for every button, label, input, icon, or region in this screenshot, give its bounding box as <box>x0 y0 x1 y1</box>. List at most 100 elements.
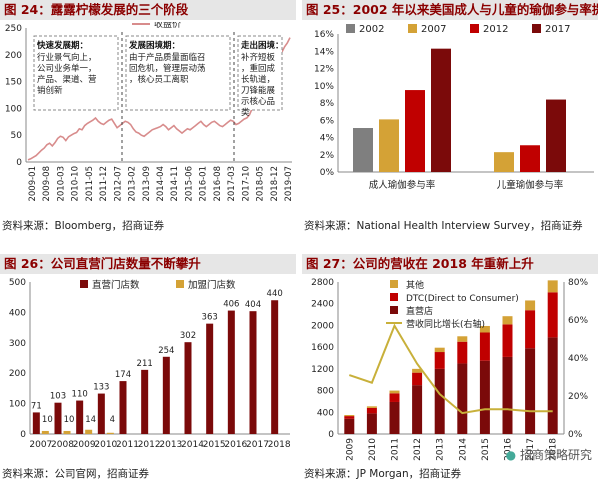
bar-direct-stores <box>227 310 235 434</box>
x-tick-label: 儿童瑜伽参与率 <box>497 179 564 191</box>
x-tick-label: 2013 <box>436 438 446 461</box>
y-tick-label: 1600 <box>311 343 334 353</box>
bar-segment-other <box>525 300 536 311</box>
bar-segment-other <box>479 325 490 333</box>
data-label: 440 <box>267 289 283 299</box>
wechat-icon: ● <box>505 448 517 462</box>
y-tick-label: 1200 <box>311 365 334 375</box>
data-label: 110 <box>72 390 88 400</box>
legend-swatch <box>390 293 398 301</box>
annotation-title: 快速发展期： <box>37 40 88 51</box>
x-tick-label: 2017-03 <box>227 166 237 202</box>
y-tick-label: 250 <box>5 24 22 34</box>
legend-label: 营收同比增长(右轴) <box>406 318 485 330</box>
bar-segment-dtc <box>502 324 513 357</box>
x-tick-label: 2016-01 <box>199 166 209 202</box>
y-tick-label: 400 <box>9 308 26 318</box>
x-tick-label: 2011 <box>391 438 401 461</box>
x-tick-label: 2009 <box>345 438 355 461</box>
panel-title: 图 27：公司的营收在 2018 年重新上升 <box>302 254 598 274</box>
y-tick-label: 500 <box>9 278 26 288</box>
annotation-line: 示核心品 <box>241 96 275 107</box>
x-tick-label: 2012-07 <box>113 166 123 202</box>
annotation-box <box>33 35 119 111</box>
bar-segment-other <box>412 368 423 373</box>
x-tick-label: 2016-08 <box>213 166 223 202</box>
annotation-line: 行业景气向上， <box>37 52 97 63</box>
y-tick-label: 4% <box>320 134 335 144</box>
x-tick-label: 2013-02 <box>128 166 138 202</box>
legend-swatch <box>408 24 417 33</box>
data-label: 406 <box>223 300 239 310</box>
y-tick-label: 0% <box>320 168 335 178</box>
chart-fig24: 0 50 100 150 200 250 2009-01 2009-08 2010-03 2010… <box>5 22 294 202</box>
bar-segment-dtc <box>525 310 536 349</box>
bar-direct-stores <box>32 412 40 434</box>
bar-segment-dtc <box>479 332 490 361</box>
annotation-title: 发展困境期： <box>128 40 180 51</box>
panel-source: 资料来源：Bloomberg，招商证券 <box>2 220 165 232</box>
x-tick-label: 2011 <box>116 440 139 450</box>
x-tick-label: 2018 <box>268 440 291 450</box>
bar-2017 <box>431 48 451 172</box>
bar-direct-stores <box>54 402 62 434</box>
y-tick-label: 0 <box>20 430 26 440</box>
panel-source: 资料来源：National Health Interview Survey，招商… <box>304 220 583 232</box>
x-tick-label: 2009-08 <box>42 166 52 202</box>
bar-segment-stores <box>366 413 377 434</box>
x-tick-label: 2013 <box>159 440 182 450</box>
data-label: 363 <box>202 313 218 323</box>
bar-segment-stores <box>502 356 513 434</box>
bar-direct-stores <box>206 323 214 434</box>
bar-segment-dtc <box>389 393 400 402</box>
x-tick-label: 2016 <box>224 440 247 450</box>
annotation-line: 长轨道， <box>241 74 275 85</box>
bar-direct-stores <box>76 400 84 434</box>
chart-fig27: 0 400 800 1200 1600 2000 2400 2800 0% 20% 40% 60% 80… <box>311 278 588 461</box>
bar-segment-dtc <box>547 292 558 338</box>
panel-title: 图 26：公司直营门店数量不断攀升 <box>0 254 296 274</box>
data-label: 254 <box>158 346 174 356</box>
x-tick-label: 2010 <box>94 440 117 450</box>
bar-direct-stores <box>271 300 279 434</box>
data-label: 4 <box>110 415 115 425</box>
y-tick-label: 8% <box>320 99 335 109</box>
bar-2012 <box>405 90 425 172</box>
x-tick-label: 2015 <box>203 440 226 450</box>
y-tick-label: 6% <box>320 116 335 126</box>
bar-direct-stores <box>119 381 127 434</box>
data-label: 10 <box>42 415 53 425</box>
panel-fig27: 图 27：公司的营收在 2018 年重新上升 0 400 800 1200 1600 20… <box>302 254 600 484</box>
chart-fig25: 0% 2% 4% 6% 8% 10% 12% 14% 16% 2002 2007 2012 2017 成人… <box>314 24 594 191</box>
bar-segment-dtc <box>366 407 377 414</box>
annotation-line: 销创新 <box>37 85 63 96</box>
legend-label: 直营门店数 <box>92 279 140 291</box>
legend-swatch <box>346 24 355 33</box>
x-tick-label: 2014-04 <box>156 166 166 202</box>
data-label: 103 <box>50 392 66 402</box>
bar-segment-stores <box>525 348 536 434</box>
annotation-line: 产品、渠道、营 <box>37 74 97 85</box>
panel-fig26: 图 26：公司直营门店数量不断攀升 0 100 200 300 400 500 直营门店数 加… <box>0 254 298 484</box>
x-tick-label: 2014-11 <box>170 166 180 202</box>
bar-2002 <box>353 128 373 172</box>
bar-2007 <box>379 119 399 172</box>
legend-label: 其他 <box>406 279 424 291</box>
bar-segment-other <box>547 280 558 293</box>
x-tick-label: 2018-12 <box>270 166 280 202</box>
bar-franchise-stores <box>41 430 49 434</box>
x-tick-label: 2018 <box>549 438 559 461</box>
panel-source: 资料来源：JP Morgan，招商证券 <box>304 468 462 480</box>
bar-direct-stores <box>184 342 192 434</box>
panel-title: 图 25：2002 年以来美国成人与儿童的瑜伽参与率提升 <box>302 0 598 20</box>
annotation-line: ，重回成 <box>241 63 276 74</box>
legend-label: 2017 <box>545 24 570 35</box>
y-tick-label: 0 <box>16 158 22 168</box>
legend-swatch <box>390 280 398 288</box>
data-label: 302 <box>180 331 196 341</box>
legend-label: DTC(Direct to Consumer) <box>406 294 519 304</box>
y2-tick-label: 60% <box>568 316 588 326</box>
legend-label: 直营店 <box>406 305 433 317</box>
bar-segment-stores <box>389 401 400 434</box>
y-tick-label: 2400 <box>311 300 334 310</box>
